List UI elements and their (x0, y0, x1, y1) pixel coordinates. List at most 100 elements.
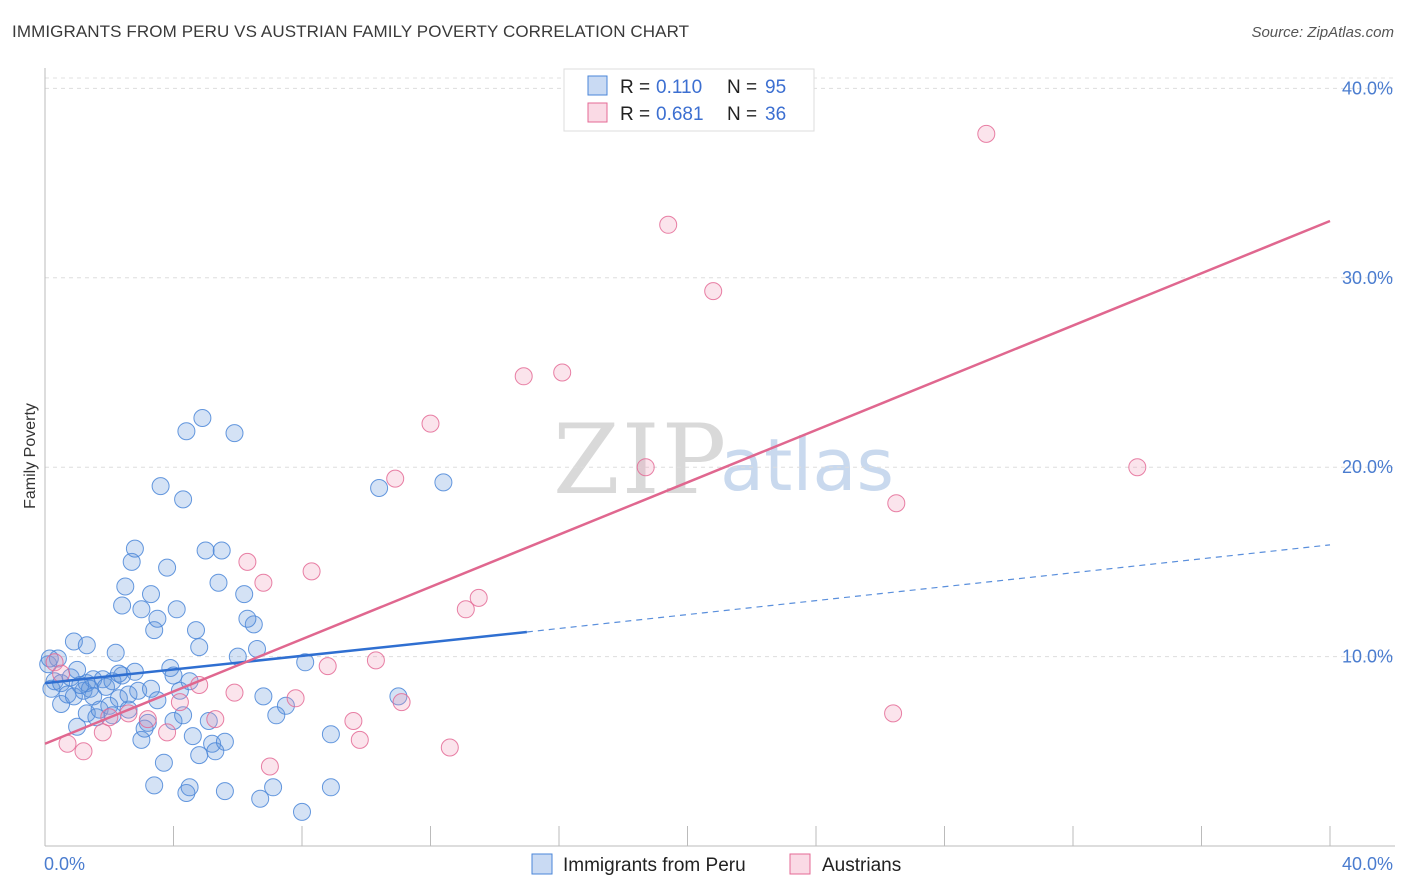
peru-point-79 (264, 778, 283, 797)
peru-point-60 (187, 621, 205, 640)
peru-point-44 (148, 609, 167, 628)
x-tick-label-min: 0.0% (44, 854, 85, 874)
peru-point-84 (321, 778, 340, 797)
peru-point-50 (164, 666, 183, 685)
austrians-point-25 (440, 738, 459, 757)
austrians-point-30 (636, 458, 655, 477)
austrians-point-4 (93, 723, 112, 742)
austrians-point-9 (170, 693, 189, 712)
peru-point-46 (151, 477, 170, 496)
legend-swatch-peru (587, 75, 608, 96)
peru-point-41 (142, 585, 160, 604)
y-tick-label-30: 30.0% (1342, 268, 1393, 288)
legend-r-value-2: 0.681 (656, 104, 704, 125)
legend-n-value-1: 95 (765, 77, 786, 98)
y-tick-label-10: 10.0% (1342, 647, 1393, 667)
austrians-point-36 (1128, 458, 1147, 477)
peru-point-92 (183, 727, 202, 746)
austrians-point-0 (45, 653, 64, 672)
austrians-point-21 (366, 651, 385, 670)
peru-point-91 (135, 719, 154, 738)
peru-point-68 (209, 573, 228, 592)
peru-point-94 (276, 696, 295, 715)
austrians-point-12 (225, 683, 244, 702)
austrians-point-11 (206, 710, 225, 729)
peru-point-43 (145, 776, 164, 795)
austrians-point-7 (138, 710, 157, 729)
peru-point-51 (164, 712, 183, 730)
peru-point-57 (177, 422, 196, 441)
peru-point-72 (225, 424, 244, 443)
peru-point-67 (206, 742, 225, 761)
peru-point-55 (174, 490, 193, 509)
peru-point-83 (321, 725, 340, 744)
austrians-point-24 (421, 414, 440, 433)
peru-point-33 (122, 552, 141, 571)
peru-point-65 (199, 712, 218, 730)
legend-n-label-2: N = (727, 104, 757, 125)
x-axis-ticks (44, 826, 1331, 846)
austrians-point-14 (254, 573, 273, 592)
y-axis-tick-labels: 10.0% 20.0% 30.0% 40.0% (1342, 78, 1393, 666)
series-austrians-points (45, 124, 1147, 776)
peru-point-54 (174, 706, 193, 725)
peru-trend-line (44, 630, 528, 685)
y-tick-label-40: 40.0% (1342, 78, 1393, 98)
peru-point-34 (125, 539, 144, 558)
legend-r-label-1: R = (620, 77, 650, 98)
legend-n-value-2: 36 (765, 104, 786, 125)
peru-point-78 (254, 687, 273, 706)
peru-point-52 (167, 600, 186, 619)
watermark-zip: ZIP (553, 404, 728, 516)
austrians-point-27 (469, 588, 488, 607)
legend-swatch-austrians (587, 102, 608, 123)
austrians-point-31 (659, 215, 678, 234)
austrians-point-34 (887, 494, 906, 513)
peru-point-39 (138, 713, 157, 732)
peru-point-8 (64, 687, 83, 706)
legend-r-value-1: 0.110 (656, 77, 702, 98)
austrians-point-3 (74, 742, 93, 761)
axes (44, 68, 1395, 847)
peru-point-38 (132, 600, 151, 619)
peru-point-30 (116, 577, 135, 596)
peru-point-15 (77, 636, 96, 655)
peru-point-40 (142, 679, 160, 698)
legend-frame (563, 68, 815, 132)
peru-point-47 (154, 753, 173, 772)
peru-point-58 (180, 778, 199, 797)
bottom-legend-label-austrians: Austrians (822, 855, 901, 876)
watermark-atlas: atlas (720, 423, 894, 507)
peru-point-64 (196, 541, 215, 560)
austrians-point-22 (386, 469, 405, 488)
peru-point-42 (145, 621, 164, 640)
austrians-point-18 (318, 657, 337, 676)
y-tick-label-20: 20.0% (1342, 457, 1393, 477)
peru-point-80 (267, 706, 286, 725)
bottom-legend: Immigrants from Peru Austrians (531, 853, 901, 876)
legend-r-label-2: R = (620, 104, 650, 125)
austrians-point-16 (286, 689, 305, 708)
peru-point-82 (296, 653, 315, 672)
austrians-point-15 (260, 757, 279, 776)
peru-point-93 (238, 609, 257, 628)
peru-point-26 (106, 643, 125, 662)
peru-point-32 (119, 685, 138, 704)
watermark: ZIP atlas (553, 404, 894, 516)
legend-n-label-1: N = (727, 77, 757, 98)
chart-title: IMMIGRANTS FROM PERU VS AUSTRIAN FAMILY … (12, 22, 690, 41)
peru-point-77 (251, 789, 270, 808)
austrians-trend-line (44, 219, 1331, 745)
peru-point-37 (132, 730, 151, 749)
peru-point-70 (215, 732, 234, 751)
austrians-point-19 (344, 712, 363, 730)
peru-point-69 (212, 541, 231, 560)
austrians-point-26 (456, 600, 475, 619)
peru-trend-extension (526, 544, 1331, 633)
austrians-point-28 (514, 367, 533, 386)
peru-point-71 (215, 782, 234, 801)
peru-point-74 (235, 585, 254, 604)
austrians-point-35 (977, 124, 996, 143)
austrians-point-17 (302, 562, 321, 581)
